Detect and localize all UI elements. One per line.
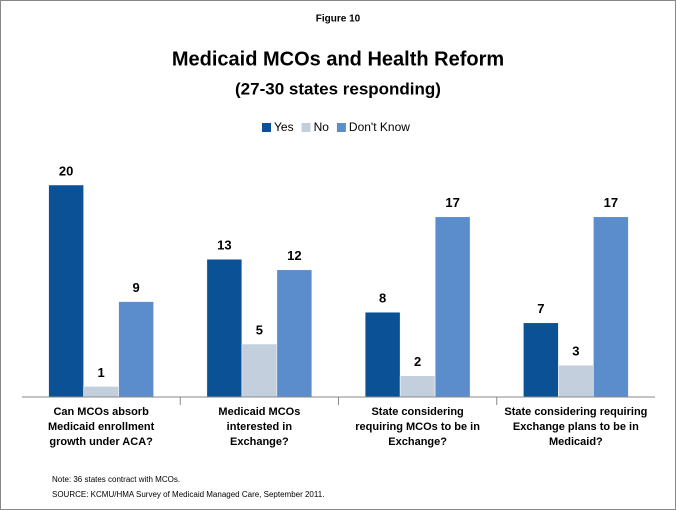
x-tick-label: Exchange plans to be in <box>513 421 639 433</box>
chart-title: Medicaid MCOs and Health Reform <box>172 48 504 70</box>
x-tick-label: Medicaid enrollment <box>48 421 155 433</box>
bar <box>241 343 278 398</box>
legend-label: No <box>314 120 330 134</box>
data-label: 17 <box>445 195 459 210</box>
bar <box>364 311 401 398</box>
data-label: 13 <box>217 238 231 253</box>
x-tick-label: Medicaid MCOs <box>218 406 300 418</box>
bar <box>118 301 154 398</box>
bar <box>434 216 471 398</box>
x-tick-label: interested in <box>227 421 293 433</box>
data-label: 7 <box>537 301 544 316</box>
x-tick-label: Exchange? <box>388 436 447 448</box>
data-label: 17 <box>604 195 618 210</box>
note: Note: 36 states contract with MCOs. <box>52 475 180 484</box>
data-label: 2 <box>414 354 421 369</box>
x-tick-label: Medicaid? <box>549 436 603 448</box>
x-tick-label: requiring MCOs to be in <box>355 421 480 433</box>
x-tick-label: State considering <box>371 406 463 418</box>
source: SOURCE: KCMU/HMA Survey of Medicaid Mana… <box>52 490 324 499</box>
bar <box>399 375 436 398</box>
x-tick-label: Can MCOs absorb <box>53 406 149 418</box>
bar <box>48 184 84 398</box>
bar <box>558 364 594 398</box>
legend-swatch <box>262 123 271 132</box>
bar <box>523 322 559 398</box>
legend-label: Don't Know <box>349 120 410 134</box>
data-label: 3 <box>572 344 579 359</box>
x-tick-label: Exchange? <box>230 436 289 448</box>
x-tick-label: State considering requiring <box>504 406 647 418</box>
legend-swatch <box>301 123 311 132</box>
chart-subtitle: (27-30 states responding) <box>235 79 441 98</box>
x-tick-label: growth under ACA? <box>49 436 153 448</box>
data-label: 1 <box>98 365 105 380</box>
bar <box>593 216 629 398</box>
data-label: 20 <box>59 163 73 178</box>
legend-label: Yes <box>274 120 294 134</box>
legend-swatch <box>336 123 346 132</box>
bar <box>276 269 313 398</box>
data-label: 5 <box>256 322 263 337</box>
bar <box>83 386 119 398</box>
figure-label: Figure 10 <box>316 14 361 25</box>
data-label: 9 <box>133 280 140 295</box>
data-label: 12 <box>287 248 301 263</box>
bar <box>206 258 243 398</box>
data-label: 8 <box>379 291 386 306</box>
